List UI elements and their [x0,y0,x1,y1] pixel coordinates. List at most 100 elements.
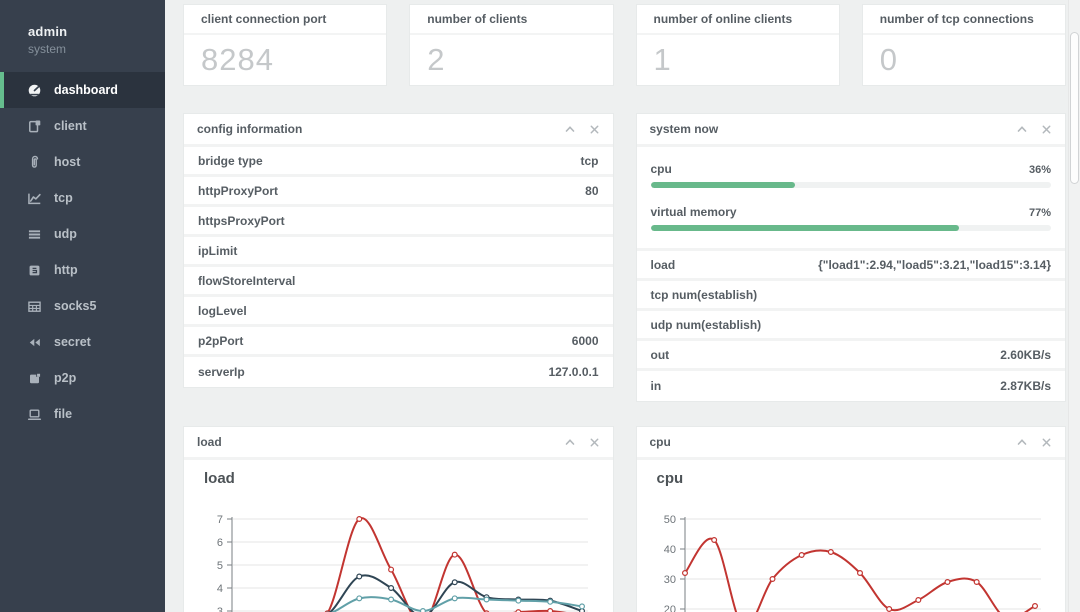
sidebar-item-udp[interactable]: udp [0,216,165,252]
config-row-label: flowStoreInterval [198,273,296,288]
close-icon[interactable] [589,124,600,135]
config-row: logLevel [184,297,613,327]
svg-text:50: 50 [663,514,675,526]
svg-text:6: 6 [217,537,223,549]
user-name: admin [28,24,68,39]
svg-text:3: 3 [217,606,223,612]
user-block: admin system [0,0,165,56]
sidebar-menu: dashboard client host tcp udp [0,72,165,432]
udp-icon [27,227,42,242]
config-rows: bridge type tcp httpProxyPort 80 httpsProx… [184,147,613,387]
system-row-value: {"load1":2.94,"load5":3.21,"load15":3.14… [818,257,1051,272]
stat-card-number-of-clients: number of clients 2 [409,4,614,86]
svg-text:5: 5 [217,560,223,572]
file-icon [27,407,42,422]
sidebar-item-host[interactable]: host [0,144,165,180]
sidebar-item-client[interactable]: client [0,108,165,144]
config-row-label: logLevel [198,303,247,318]
system-row: load {"load1":2.94,"load5":3.21,"load15":… [636,251,1065,281]
stat-card-label: number of online clients [636,5,839,35]
sidebar-item-socks5[interactable]: socks5 [0,288,165,324]
sidebar: admin system dashboard client host [0,0,165,612]
tcp-icon [27,191,42,206]
config-row: p2pPort 6000 [184,327,613,357]
cpu-line-chart: 5040302010 [663,514,1041,612]
sidebar-item-p2p[interactable]: p2p [0,360,165,396]
cpu-panel-header: cpu [636,427,1065,460]
close-icon[interactable] [1041,437,1052,448]
cpu-chart-body: cpu 5040302010 [637,460,1066,612]
gauge-percent: 36% [1028,164,1051,176]
secret-icon [27,335,42,350]
system-panel-header: system now [636,114,1065,147]
config-row: ipLimit [184,237,613,267]
sidebar-item-tcp[interactable]: tcp [0,180,165,216]
config-row: bridge type tcp [184,147,613,177]
system-row-label: tcp num(establish) [650,287,758,302]
sidebar-item-secret[interactable]: secret [0,324,165,360]
svg-text:30: 30 [663,574,675,586]
stat-card-number-of-online-clients: number of online clients 1 [635,4,840,86]
system-row-label: udp num(establish) [650,317,762,332]
load-line-chart: 765432 [217,514,588,612]
load-chart-body: load 765432 [184,460,613,612]
progress-fill [650,225,959,231]
chevron-up-icon[interactable] [564,123,576,135]
config-row: serverIp 127.0.0.1 [184,357,613,387]
cpu-gauge: cpu 36% [650,158,1051,188]
virtual-memory-gauge: virtual memory 77% [650,201,1051,231]
svg-text:7: 7 [217,514,223,526]
config-row-value: 80 [585,183,599,198]
sidebar-item-label: http [54,263,78,277]
panel-controls [564,436,600,448]
stat-card-value: 2 [427,42,446,77]
sidebar-item-label: file [54,407,73,421]
main-content: client connection port 8284 number of cl… [165,0,1068,612]
load-panel-header: load [184,427,613,460]
system-gauges: cpu 36% virtual memory 77% [637,147,1066,248]
load-chart-panel: load load 765432 [183,426,614,612]
system-panel: system now cpu 36% virtual memory [635,113,1066,402]
system-row: in 2.87KB/s [637,371,1066,401]
config-row: httpProxyPort 80 [184,177,613,207]
socks5-icon [27,299,42,314]
close-icon[interactable] [1041,124,1052,135]
chevron-up-icon[interactable] [1016,436,1028,448]
gauge-label: virtual memory [650,205,737,219]
system-row-label: load [650,257,676,272]
panel-controls [564,123,600,135]
config-row-label: serverIp [198,365,245,379]
system-row-value: 2.60KB/s [1000,347,1051,362]
close-icon[interactable] [589,437,600,448]
config-row: httpsProxyPort [184,207,613,237]
config-row: flowStoreInterval [184,267,613,297]
panel-title: cpu [649,435,671,449]
stat-cards-row: client connection port 8284 number of cl… [183,4,1066,86]
svg-text:20: 20 [663,604,675,612]
stat-card-label: number of clients [410,5,613,35]
config-panel: config information bridge type tcp httpPr… [183,113,614,388]
chart-title: cpu [656,470,684,487]
p2p-icon [27,371,42,386]
system-row-label: in [650,379,662,393]
sidebar-item-label: host [54,155,81,169]
sidebar-item-http[interactable]: http [0,252,165,288]
scrollbar-thumb[interactable] [1070,32,1079,184]
svg-text:40: 40 [663,544,675,556]
sidebar-item-dashboard[interactable]: dashboard [0,72,165,108]
user-role: system [28,42,67,56]
config-row-label: bridge type [198,153,263,168]
panel-title: load [197,435,222,449]
sidebar-item-label: p2p [54,371,77,385]
panel-title: config information [197,122,303,136]
system-row: tcp num(establish) [636,281,1065,311]
system-row-label: out [650,347,670,362]
config-row-label: httpProxyPort [198,183,279,198]
chevron-up-icon[interactable] [564,436,576,448]
progress-track [650,182,1051,188]
system-rows: load {"load1":2.94,"load5":3.21,"load15":… [636,248,1066,401]
stat-card-client-connection-port: client connection port 8284 [183,4,388,86]
sidebar-item-label: tcp [54,191,73,205]
sidebar-item-file[interactable]: file [0,396,165,432]
chevron-up-icon[interactable] [1016,123,1028,135]
